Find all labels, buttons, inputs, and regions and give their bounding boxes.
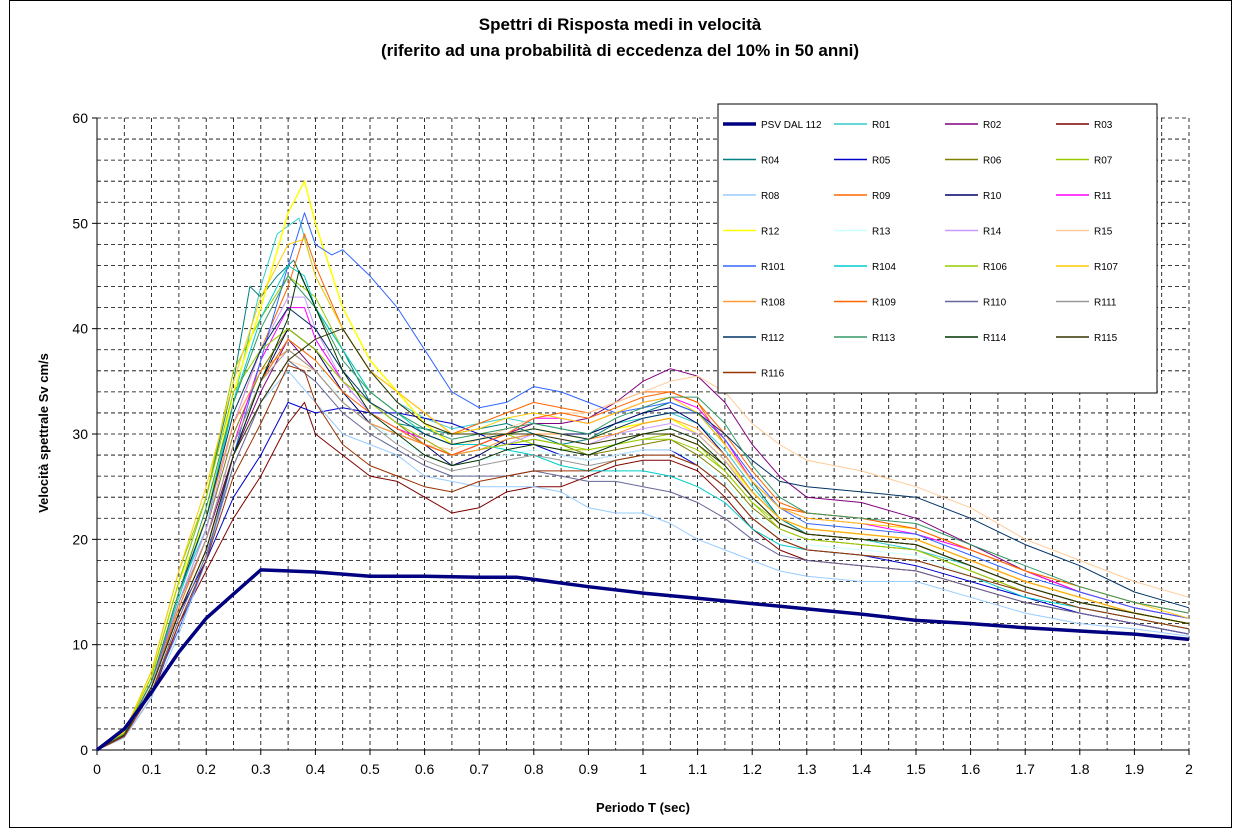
legend-label: R07 (1094, 156, 1113, 167)
x-tick-label: 1.2 (742, 761, 762, 777)
legend-label: R13 (872, 227, 891, 238)
series-line-r110 (96, 359, 1190, 751)
x-tick-label: 1 (639, 761, 647, 777)
legend-label: R112 (761, 333, 785, 344)
x-tick-label: 0.5 (360, 761, 380, 777)
legend: PSV DAL 112 R01 R02 R03 R04 R05 R06 R07 R08 R09 R1… (717, 103, 1158, 394)
x-tick-label: 1.7 (1015, 761, 1035, 777)
x-tick-label: 0.8 (524, 761, 544, 777)
axes: 0 10 20 30 40 50 60 0 0.1 0.2 0.3 0.4 0.5 0.6 0.7 0.8 0.… (72, 110, 1193, 777)
chart-subtitle: (riferito ad una probabilità di eccedenz… (381, 41, 859, 60)
legend-label: R115 (1094, 333, 1118, 344)
legend-label: R06 (983, 156, 1002, 167)
legend-label: R02 (983, 120, 1002, 131)
legend-label: R11 (1094, 191, 1112, 202)
legend-label: R101 (761, 262, 785, 273)
legend-label: R116 (761, 369, 785, 380)
x-tick-label: 1.3 (797, 761, 817, 777)
series-line-r108 (96, 349, 1190, 751)
x-tick-label: 0.2 (196, 761, 216, 777)
series-line-r111 (96, 349, 1190, 751)
y-tick-label: 10 (72, 637, 88, 653)
legend-label: PSV DAL 112 (761, 120, 822, 131)
y-tick-label: 50 (72, 215, 88, 231)
y-axis-label: Velocità spettrale Sv cm/s (36, 353, 51, 513)
x-tick-label: 1.5 (906, 761, 926, 777)
x-tick-label: 1.8 (1070, 761, 1090, 777)
series-line-r02 (96, 338, 1190, 751)
legend-label: R08 (761, 191, 780, 202)
x-tick-label: 2 (1185, 761, 1193, 777)
y-tick-label: 60 (72, 110, 88, 126)
x-tick-label: 1.4 (852, 761, 872, 777)
legend-label: R104 (872, 262, 896, 273)
x-tick-label: 0.4 (306, 761, 326, 777)
y-tick-label: 20 (72, 531, 88, 547)
legend-label: R12 (761, 227, 780, 238)
legend-label: R03 (1094, 120, 1113, 131)
legend-label: R10 (983, 191, 1002, 202)
series-line-r107 (96, 238, 1190, 751)
y-tick-label: 0 (80, 742, 88, 758)
legend-label: R113 (872, 333, 896, 344)
legend-label: R14 (983, 227, 1002, 238)
legend-label: R05 (872, 156, 891, 167)
series-line-r101 (96, 212, 1190, 751)
x-tick-label: 0 (93, 761, 101, 777)
y-tick-label: 30 (72, 426, 88, 442)
legend-label: R114 (983, 333, 1007, 344)
legend-label: R106 (983, 262, 1007, 273)
series-group (95, 180, 1190, 752)
x-tick-label: 0.3 (251, 761, 271, 777)
series-line-r113 (96, 275, 1190, 751)
legend-label: R108 (761, 298, 785, 309)
y-tick-label: 40 (72, 321, 88, 337)
legend-label: R110 (983, 298, 1007, 309)
x-tick-label: 0.6 (415, 761, 435, 777)
series-line-psv-dal-112 (95, 568, 1190, 752)
x-tick-label: 0.9 (579, 761, 599, 777)
x-tick-label: 1.1 (688, 761, 708, 777)
x-tick-label: 1.6 (961, 761, 981, 777)
series-line-r112 (96, 307, 1190, 751)
legend-label: R04 (761, 156, 780, 167)
legend-label: R09 (872, 191, 891, 202)
series-line-r05 (96, 401, 1190, 751)
chart-title: Spettri di Risposta medi in velocità (479, 15, 762, 34)
legend-label: R107 (1094, 262, 1118, 273)
legend-label: R01 (872, 120, 891, 131)
legend-label: R109 (872, 298, 896, 309)
x-axis-label: Periodo T (sec) (596, 800, 690, 815)
series-line-r115 (96, 328, 1190, 751)
legend-label: R15 (1094, 227, 1113, 238)
x-tick-label: 0.7 (469, 761, 489, 777)
legend-box (717, 103, 1158, 394)
series-line-r116 (96, 365, 1190, 751)
x-tick-label: 0.1 (142, 761, 162, 777)
x-tick-label: 1.9 (1125, 761, 1145, 777)
legend-label: R111 (1094, 298, 1117, 309)
